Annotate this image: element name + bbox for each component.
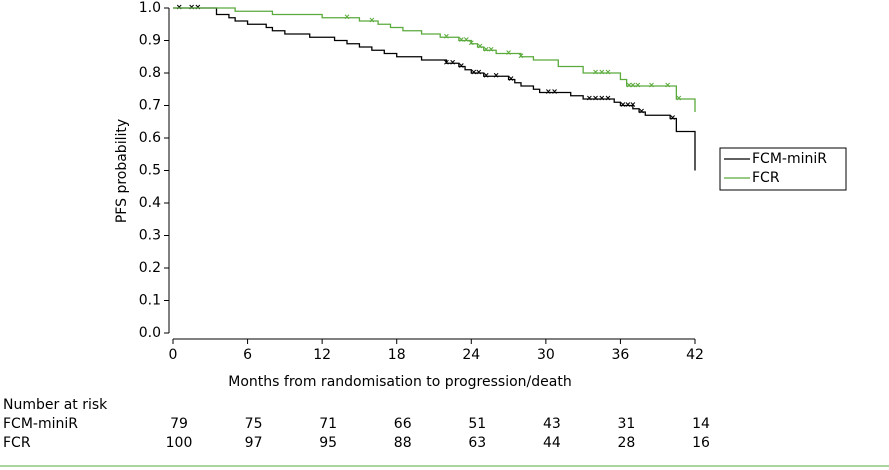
- censor-mark: [488, 46, 494, 52]
- y-tick-label: 0.0: [139, 325, 161, 341]
- risk-count: 43: [543, 416, 561, 432]
- y-tick-label: 0.7: [139, 98, 161, 114]
- censor-mark: [545, 89, 551, 94]
- x-tick-label: 36: [612, 347, 630, 363]
- censor-mark: [483, 72, 489, 78]
- x-tick-label: 30: [537, 347, 555, 363]
- censor-mark: [605, 95, 611, 101]
- y-tick-label: 0.3: [139, 228, 161, 244]
- censor-mark: [593, 69, 598, 75]
- censor-mark: [468, 40, 474, 46]
- risk-row-label: FCR: [3, 435, 31, 451]
- censor-mark: [477, 43, 483, 49]
- censor-mark: [506, 50, 511, 55]
- censor-mark: [626, 82, 632, 88]
- km-curve: [173, 7, 696, 112]
- legend-label: FCM-miniR: [752, 151, 827, 167]
- y-tick-label: 0.2: [139, 260, 161, 276]
- censor-mark: [639, 108, 644, 114]
- censor-mark: [450, 59, 455, 65]
- risk-count: 95: [319, 435, 337, 451]
- censor-mark: [458, 37, 464, 42]
- x-tick-label: 0: [169, 347, 178, 363]
- risk-count: 97: [245, 435, 263, 451]
- censor-mark: [649, 82, 654, 88]
- y-tick-label: 0.6: [139, 130, 161, 146]
- risk-count: 44: [543, 435, 561, 451]
- risk-count: 16: [692, 435, 710, 451]
- censor-mark: [599, 95, 605, 101]
- risk-count: 88: [394, 435, 412, 451]
- y-axis-label: PFS probability: [114, 119, 130, 223]
- y-tick-label: 0.5: [139, 163, 161, 179]
- x-axis-label: Months from randomisation to progression…: [228, 374, 571, 390]
- censor-mark: [605, 69, 611, 75]
- censor-mark: [483, 46, 489, 52]
- legend-box: [719, 147, 847, 191]
- x-tick-label: 6: [243, 347, 252, 363]
- censor-mark: [593, 95, 598, 101]
- censor-mark: [587, 95, 592, 101]
- risk-count: 66: [394, 416, 412, 432]
- risk-count: 75: [245, 416, 263, 432]
- censor-mark: [458, 63, 464, 68]
- censor-mark: [630, 82, 636, 88]
- censor-mark: [625, 102, 631, 107]
- risk-count: 100: [166, 435, 193, 451]
- risk-count: 63: [468, 435, 486, 451]
- censor-mark: [476, 69, 482, 75]
- censor-mark: [676, 95, 682, 101]
- censor-mark: [670, 115, 675, 120]
- y-tick-label: 0.1: [139, 293, 161, 309]
- x-tick-label: 12: [313, 347, 331, 363]
- legend-label: FCR: [752, 170, 780, 186]
- censor-mark: [630, 102, 636, 107]
- censor-mark: [552, 89, 557, 94]
- censor-mark: [444, 33, 449, 39]
- censor-mark: [463, 37, 469, 42]
- censor-mark: [471, 69, 477, 75]
- risk-count: 31: [618, 416, 636, 432]
- censor-mark: [518, 53, 524, 59]
- censor-mark: [665, 82, 671, 88]
- risk-count: 14: [692, 416, 710, 432]
- censor-mark: [444, 59, 449, 65]
- y-tick-label: 1.0: [139, 0, 161, 16]
- x-tick-label: 42: [686, 347, 704, 363]
- y-tick-label: 0.9: [139, 33, 161, 49]
- risk-count: 71: [319, 416, 337, 432]
- risk-row-label: FCM-miniR: [3, 416, 78, 432]
- y-tick-label: 0.4: [139, 195, 161, 211]
- censor-mark: [620, 102, 626, 107]
- censor-mark: [493, 72, 499, 78]
- risk-title: Number at risk: [3, 397, 108, 413]
- censor-mark: [635, 82, 641, 88]
- risk-count: 28: [618, 435, 636, 451]
- x-tick-label: 24: [462, 347, 480, 363]
- km-curve: [173, 7, 696, 171]
- censor-mark: [344, 14, 350, 20]
- censor-mark: [599, 69, 605, 75]
- y-tick-label: 0.8: [139, 65, 161, 81]
- risk-count: 79: [170, 416, 188, 432]
- x-tick-label: 18: [388, 347, 406, 363]
- censor-mark: [508, 76, 514, 81]
- censor-mark: [369, 17, 375, 23]
- risk-count: 51: [468, 416, 486, 432]
